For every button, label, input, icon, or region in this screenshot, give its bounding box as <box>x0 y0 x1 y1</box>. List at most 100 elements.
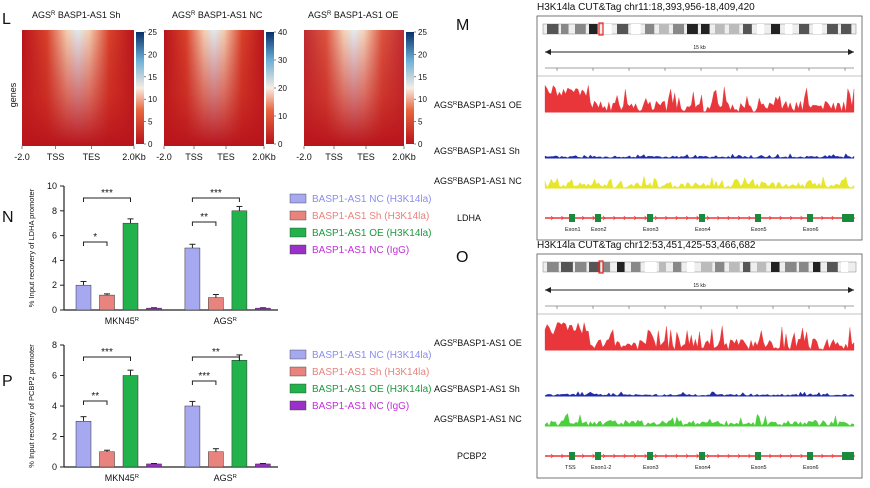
bar-1-1 <box>208 451 224 468</box>
strand-arrow <box>550 215 554 221</box>
heatmap-2-colorbar <box>266 32 274 144</box>
chromosome-band <box>757 24 765 34</box>
colorbar-tick-label: 10 <box>148 95 157 104</box>
y-tick-label: 10 <box>47 181 57 191</box>
bar-0-1 <box>184 247 201 311</box>
significance-bracket <box>191 197 240 202</box>
y-tick-label: 4 <box>52 401 57 411</box>
track-row-label: AGSRBASP1-AS1 Sh <box>434 384 520 394</box>
strand-arrow <box>602 215 606 221</box>
significance-label: *** <box>198 371 210 382</box>
strand-arrow <box>675 453 679 459</box>
scale-label: 15 kb <box>693 283 705 289</box>
significance-label: ** <box>91 391 99 402</box>
exon-label: Exon3 <box>643 227 659 233</box>
exon-block-terminal <box>842 452 854 460</box>
heatmap-2-colorbar-ticks: 0 10 20 30 40 <box>274 28 287 149</box>
exon-block <box>595 452 601 460</box>
group-label-main: MKN45 <box>105 316 135 326</box>
y-axis-label: % Input recovery of LDHA promoter <box>27 188 36 307</box>
heatmap-xtick-label: -2.0 <box>296 152 312 162</box>
bar-1-0 <box>99 294 115 311</box>
chromosome-band <box>547 262 559 272</box>
significance-label: *** <box>101 347 113 358</box>
bar-3-0 <box>146 307 162 311</box>
strand-arrow <box>654 215 658 221</box>
panel-letter-l: L <box>2 11 11 28</box>
colorbar-tick-label: 10 <box>418 95 427 104</box>
heatmap-3-title: AGSR BASP1-AS1 OE <box>308 10 398 20</box>
strand-arrow <box>717 215 720 221</box>
signal-track <box>544 84 855 113</box>
exon-label: Exon1 <box>565 227 581 233</box>
chromosome-band <box>827 24 838 34</box>
chromosome-band <box>561 262 573 272</box>
colorbar-tick-label: 25 <box>148 28 157 37</box>
track-title: H3K14la CUT&Tag chr12:53,451,425-53,466,… <box>537 240 756 251</box>
legend-label: BASP1-AS1 OE (H3K14la) <box>312 228 432 239</box>
strand-arrow <box>706 453 710 459</box>
exon-block <box>807 452 813 460</box>
heatmap-3-colorbar <box>406 32 414 144</box>
exon-block-terminal <box>842 214 854 222</box>
colorbar-tick-label: 10 <box>278 112 287 121</box>
colorbar-tick-label: 20 <box>278 84 287 93</box>
exon-block <box>699 214 705 222</box>
chromosome-band <box>743 262 751 272</box>
chromosome-band <box>841 24 852 34</box>
bar-chart-pcbp2: 0 2 4 6 8 % Input recovery of PCBP2 promoter M… <box>27 340 432 483</box>
legend-label: BASP1-AS1 NC (IgG) <box>312 245 409 256</box>
signal-track <box>544 413 855 427</box>
strand-arrow <box>748 453 752 459</box>
chromosome-band <box>673 24 685 34</box>
exon-label: Exon1-2 <box>591 465 612 471</box>
track-row-label-sup: R <box>453 147 457 153</box>
exon-label: Exon6 <box>803 465 819 471</box>
strand-arrow <box>602 453 606 459</box>
strand-arrow <box>737 215 741 221</box>
exon-block <box>807 214 813 222</box>
heatmap-xtick-label: TES <box>83 152 101 162</box>
significance-bracket <box>83 197 131 202</box>
strand-arrow <box>633 215 637 221</box>
chromosome-band <box>645 262 657 272</box>
group-label: AGSR <box>214 473 237 483</box>
heatmap-1-title: AGSR BASP1-AS1 Sh <box>32 10 120 20</box>
legend-label: BASP1-AS1 OE (H3K14la) <box>312 384 432 395</box>
y-tick-label: 6 <box>52 231 57 241</box>
bar-2-1 <box>231 210 248 311</box>
exon-label: Exon3 <box>643 465 659 471</box>
strand-arrow <box>581 453 585 459</box>
chromosome-band <box>799 262 809 272</box>
heatmap-2-title: AGSR BASP1-AS1 NC <box>172 10 263 20</box>
track-row-label-sup: R <box>453 177 457 183</box>
y-tick-label: 0 <box>52 462 57 472</box>
significance-bracket <box>83 400 108 405</box>
bar-chart-ldha: 0 2 4 6 8 10 % Input recovery of LDHA promoter… <box>27 181 432 326</box>
strand-arrow <box>685 453 689 459</box>
track-row-label-rest: BASP1-AS1 NC <box>457 414 522 424</box>
y-tick-label: 8 <box>52 340 57 350</box>
exon-label: TSS <box>565 465 576 471</box>
strand-arrow <box>613 453 616 459</box>
strand-arrow <box>737 453 741 459</box>
chromosome-band <box>771 24 781 34</box>
strand-arrow <box>561 453 564 459</box>
panel-letter-m: M <box>456 17 469 34</box>
significance-bracket <box>191 221 217 226</box>
track-row-label-sup: R <box>453 339 457 345</box>
heatmap-1-shade <box>22 30 134 146</box>
exon-label: Exon6 <box>803 227 819 233</box>
chromosome-band <box>575 24 586 34</box>
strand-arrow <box>550 453 554 459</box>
gene-name: LDHA <box>457 213 481 223</box>
bar-2-1 <box>231 360 248 468</box>
signal-track <box>544 391 855 397</box>
signal-track <box>544 153 855 159</box>
chromosome-locus-marker <box>598 22 604 36</box>
strand-arrow <box>561 215 564 221</box>
track-row-label: AGSRBASP1-AS1 NC <box>434 176 522 186</box>
exon-label: Exon2 <box>591 227 607 233</box>
track-row-label-main: AGS <box>434 384 453 394</box>
